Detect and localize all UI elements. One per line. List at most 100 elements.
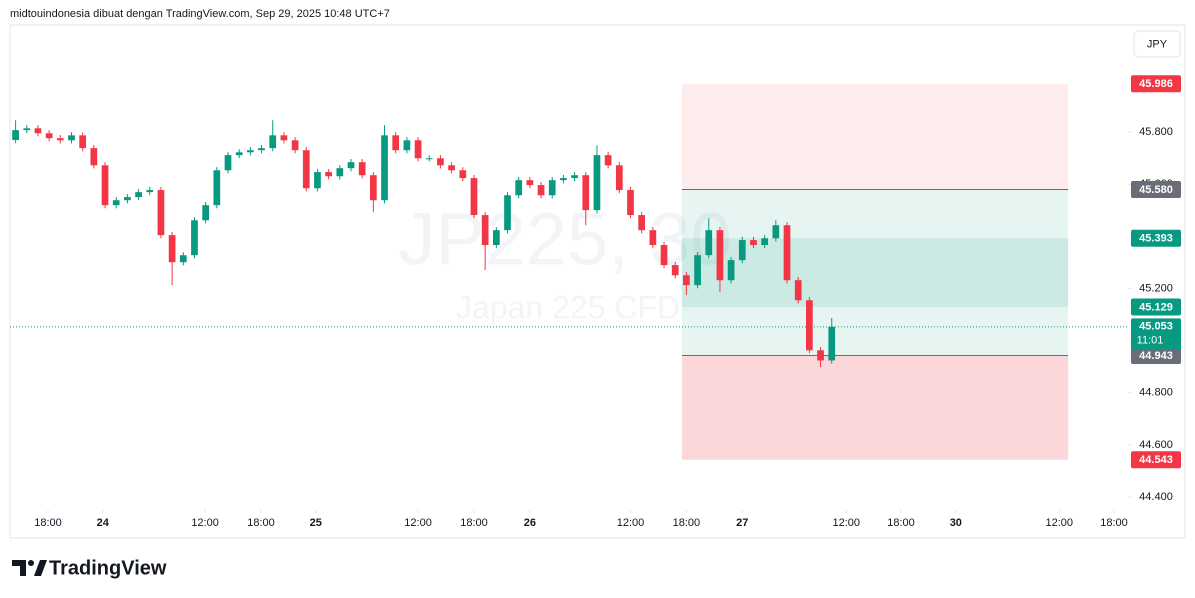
candle-body xyxy=(504,195,511,231)
candle-body xyxy=(135,192,142,198)
currency-button[interactable] xyxy=(1133,30,1181,58)
candle-body xyxy=(235,152,243,156)
price-label: 45.393 xyxy=(1139,233,1173,245)
candle-body xyxy=(101,165,109,206)
candle-body xyxy=(683,275,690,286)
candle-body xyxy=(23,128,31,131)
price-label-bg xyxy=(1131,298,1181,316)
x-tick-label: 12:00 xyxy=(617,517,645,529)
x-tick-label: 18:00 xyxy=(247,517,275,529)
x-tick-label: 18:00 xyxy=(887,517,915,529)
candle-body xyxy=(437,158,444,166)
brand-name: TradingView xyxy=(49,557,167,579)
candle-body xyxy=(470,178,478,216)
logo-dot xyxy=(28,560,34,566)
candle-body xyxy=(403,140,411,151)
candle-body xyxy=(817,350,824,361)
candle-body xyxy=(347,162,355,169)
candle-body xyxy=(224,155,232,171)
candle-body xyxy=(448,165,455,171)
price-label-bg xyxy=(1131,181,1181,199)
price-label: 44.543 xyxy=(1139,454,1173,466)
candle-body xyxy=(179,255,187,263)
price-label: 44.943 xyxy=(1139,350,1173,362)
candle-body xyxy=(705,230,713,256)
position-zone xyxy=(681,83,1069,190)
candle-body xyxy=(459,170,467,179)
candle-body xyxy=(526,180,534,186)
candle-body xyxy=(336,168,344,177)
watermark-name: Japan 225 CFD xyxy=(456,289,680,325)
candle-body xyxy=(593,155,601,211)
candle-body xyxy=(660,245,668,266)
candle-body xyxy=(649,230,657,246)
logo-mark xyxy=(34,560,47,576)
candle-body xyxy=(269,135,277,149)
current-price-label: 45.053 xyxy=(1139,321,1173,333)
x-tick-label: 25 xyxy=(310,517,322,529)
candle-body xyxy=(392,135,400,151)
candle-body xyxy=(168,235,176,263)
position-zone xyxy=(681,189,1069,356)
watermark-symbol: JP225, 30 xyxy=(398,198,731,281)
candle-body xyxy=(694,255,701,286)
x-tick-label: 18:00 xyxy=(34,517,62,529)
y-tick-label: 44.600 xyxy=(1139,439,1173,451)
currency-label: JPY xyxy=(1147,38,1168,50)
position-zone xyxy=(681,238,1069,308)
x-tick-label: 12:00 xyxy=(1045,517,1073,529)
x-tick-label: 30 xyxy=(950,517,962,529)
candle-body xyxy=(794,280,802,301)
candle-body xyxy=(291,140,299,151)
candle-body xyxy=(45,133,53,139)
x-tick-label: 12:00 xyxy=(832,517,860,529)
x-tick-label: 26 xyxy=(524,517,536,529)
x-tick-label: 18:00 xyxy=(460,517,488,529)
candle-body xyxy=(90,148,98,166)
candle-body xyxy=(638,215,646,231)
candle-body xyxy=(716,230,724,281)
candle-body xyxy=(492,230,500,246)
candle-body xyxy=(582,175,590,211)
candle-body xyxy=(12,130,19,141)
y-tick-label: 44.800 xyxy=(1139,387,1173,399)
candle-body xyxy=(615,165,623,191)
x-tick-label: 24 xyxy=(97,517,110,529)
candle-body xyxy=(191,220,198,256)
x-tick-label: 12:00 xyxy=(191,517,219,529)
candle-body xyxy=(537,185,545,196)
candle-body xyxy=(202,205,210,221)
logo-mark xyxy=(12,560,26,576)
y-tick-label: 45.800 xyxy=(1139,126,1173,138)
candle-body xyxy=(258,148,265,151)
candle-body xyxy=(381,135,388,201)
candle-body xyxy=(414,140,422,159)
price-label-bg xyxy=(1131,75,1181,93)
candle-body xyxy=(79,135,87,149)
price-label-bg xyxy=(1131,451,1181,469)
candle-body xyxy=(571,175,578,179)
candle-body xyxy=(750,240,757,246)
candle-body xyxy=(302,150,310,189)
y-tick-label: 45.200 xyxy=(1139,282,1173,294)
x-tick-label: 27 xyxy=(736,517,748,529)
candle-body xyxy=(738,240,746,261)
candle-body xyxy=(68,135,75,141)
candle-body xyxy=(783,225,791,281)
candle-body xyxy=(358,162,366,176)
candle-body xyxy=(325,172,332,177)
candle-body xyxy=(806,300,813,351)
candle-body xyxy=(772,225,780,239)
brand-logo: TradingView xyxy=(12,557,167,579)
price-label: 45.129 xyxy=(1139,301,1173,313)
candle-body xyxy=(314,172,321,189)
candle-body xyxy=(425,158,433,160)
candle-body xyxy=(548,180,556,196)
candle-body xyxy=(157,190,165,236)
x-tick-label: 12:00 xyxy=(404,517,432,529)
candle-body xyxy=(146,190,154,193)
candle-body xyxy=(369,175,377,201)
candle-body xyxy=(828,326,836,361)
